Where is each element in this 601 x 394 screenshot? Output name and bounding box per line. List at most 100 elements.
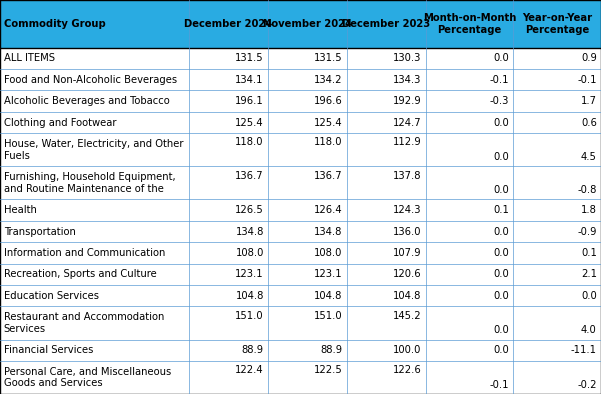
Text: ALL ITEMS: ALL ITEMS bbox=[4, 53, 55, 63]
Text: 131.5: 131.5 bbox=[314, 53, 343, 63]
Text: Health: Health bbox=[4, 205, 37, 215]
Text: Information and Communication: Information and Communication bbox=[4, 248, 165, 258]
Text: 2.1: 2.1 bbox=[581, 269, 597, 279]
Text: 104.8: 104.8 bbox=[393, 291, 421, 301]
Text: 4.0: 4.0 bbox=[581, 325, 597, 335]
Bar bbox=[0, 48, 601, 69]
Text: 0.0: 0.0 bbox=[493, 269, 509, 279]
Text: 137.8: 137.8 bbox=[393, 171, 421, 180]
Text: 0.0: 0.0 bbox=[493, 345, 509, 355]
Text: -0.8: -0.8 bbox=[578, 185, 597, 195]
Text: November 2024: November 2024 bbox=[263, 19, 352, 29]
Bar bbox=[0, 166, 601, 199]
Text: 125.4: 125.4 bbox=[314, 117, 343, 128]
Text: 1.8: 1.8 bbox=[581, 205, 597, 215]
Text: 134.2: 134.2 bbox=[314, 75, 343, 85]
Text: Transportation: Transportation bbox=[4, 227, 76, 236]
Text: Furnishing, Household Equipment,
and Routine Maintenance of the: Furnishing, Household Equipment, and Rou… bbox=[4, 172, 175, 194]
Text: 126.4: 126.4 bbox=[314, 205, 343, 215]
Text: December 2024: December 2024 bbox=[185, 19, 273, 29]
Text: -0.2: -0.2 bbox=[578, 380, 597, 390]
Bar bbox=[0, 340, 601, 361]
Text: 0.0: 0.0 bbox=[493, 152, 509, 162]
Text: -0.1: -0.1 bbox=[578, 75, 597, 85]
Bar bbox=[0, 0, 601, 48]
Text: 125.4: 125.4 bbox=[235, 117, 264, 128]
Text: 104.8: 104.8 bbox=[314, 291, 343, 301]
Text: 1.7: 1.7 bbox=[581, 96, 597, 106]
Text: 124.7: 124.7 bbox=[392, 117, 421, 128]
Text: 151.0: 151.0 bbox=[235, 310, 264, 321]
Text: Financial Services: Financial Services bbox=[4, 345, 93, 355]
Text: -0.1: -0.1 bbox=[490, 75, 509, 85]
Bar bbox=[0, 199, 601, 221]
Text: 136.7: 136.7 bbox=[235, 171, 264, 180]
Text: 192.9: 192.9 bbox=[392, 96, 421, 106]
Bar bbox=[0, 221, 601, 242]
Text: 145.2: 145.2 bbox=[392, 310, 421, 321]
Text: Education Services: Education Services bbox=[4, 291, 99, 301]
Text: 0.0: 0.0 bbox=[581, 291, 597, 301]
Text: 136.0: 136.0 bbox=[393, 227, 421, 236]
Text: House, Water, Electricity, and Other
Fuels: House, Water, Electricity, and Other Fue… bbox=[4, 139, 183, 161]
Bar bbox=[0, 112, 601, 133]
Text: 123.1: 123.1 bbox=[235, 269, 264, 279]
Text: 151.0: 151.0 bbox=[314, 310, 343, 321]
Text: 122.4: 122.4 bbox=[235, 365, 264, 375]
Bar bbox=[0, 133, 601, 166]
Text: Food and Non-Alcoholic Beverages: Food and Non-Alcoholic Beverages bbox=[4, 75, 177, 85]
Text: 134.3: 134.3 bbox=[393, 75, 421, 85]
Text: 108.0: 108.0 bbox=[314, 248, 343, 258]
Text: 107.9: 107.9 bbox=[392, 248, 421, 258]
Bar bbox=[0, 361, 601, 394]
Text: 0.0: 0.0 bbox=[493, 291, 509, 301]
Text: 88.9: 88.9 bbox=[242, 345, 264, 355]
Bar bbox=[0, 69, 601, 91]
Text: Alcoholic Beverages and Tobacco: Alcoholic Beverages and Tobacco bbox=[4, 96, 169, 106]
Text: -0.3: -0.3 bbox=[490, 96, 509, 106]
Text: -11.1: -11.1 bbox=[571, 345, 597, 355]
Text: 0.0: 0.0 bbox=[493, 185, 509, 195]
Text: -0.1: -0.1 bbox=[490, 380, 509, 390]
Text: 134.1: 134.1 bbox=[236, 75, 264, 85]
Text: 123.1: 123.1 bbox=[314, 269, 343, 279]
Text: 0.0: 0.0 bbox=[493, 117, 509, 128]
Text: 0.0: 0.0 bbox=[493, 53, 509, 63]
Text: 118.0: 118.0 bbox=[236, 138, 264, 147]
Text: 130.3: 130.3 bbox=[393, 53, 421, 63]
Text: 134.8: 134.8 bbox=[236, 227, 264, 236]
Text: 118.0: 118.0 bbox=[314, 138, 343, 147]
Bar bbox=[0, 242, 601, 264]
Text: Personal Care, and Miscellaneous
Goods and Services: Personal Care, and Miscellaneous Goods a… bbox=[4, 367, 171, 388]
Text: 112.9: 112.9 bbox=[392, 138, 421, 147]
Text: 196.6: 196.6 bbox=[314, 96, 343, 106]
Text: Month-on-Month
Percentage: Month-on-Month Percentage bbox=[423, 13, 516, 35]
Text: December 2023: December 2023 bbox=[342, 19, 430, 29]
Text: 0.9: 0.9 bbox=[581, 53, 597, 63]
Text: -0.9: -0.9 bbox=[578, 227, 597, 236]
Text: 122.6: 122.6 bbox=[392, 365, 421, 375]
Text: 124.3: 124.3 bbox=[393, 205, 421, 215]
Text: 0.1: 0.1 bbox=[581, 248, 597, 258]
Text: Commodity Group: Commodity Group bbox=[4, 19, 105, 29]
Text: 126.5: 126.5 bbox=[235, 205, 264, 215]
Text: Restaurant and Accommodation
Services: Restaurant and Accommodation Services bbox=[4, 312, 164, 334]
Text: 4.5: 4.5 bbox=[581, 152, 597, 162]
Text: Clothing and Footwear: Clothing and Footwear bbox=[4, 117, 116, 128]
Text: 100.0: 100.0 bbox=[393, 345, 421, 355]
Text: 136.7: 136.7 bbox=[314, 171, 343, 180]
Text: 196.1: 196.1 bbox=[235, 96, 264, 106]
Bar bbox=[0, 307, 601, 340]
Text: 0.0: 0.0 bbox=[493, 248, 509, 258]
Text: 0.6: 0.6 bbox=[581, 117, 597, 128]
Text: 131.5: 131.5 bbox=[235, 53, 264, 63]
Text: 134.8: 134.8 bbox=[314, 227, 343, 236]
Text: 104.8: 104.8 bbox=[236, 291, 264, 301]
Text: 88.9: 88.9 bbox=[320, 345, 343, 355]
Text: 120.6: 120.6 bbox=[392, 269, 421, 279]
Text: Recreation, Sports and Culture: Recreation, Sports and Culture bbox=[4, 269, 156, 279]
Text: Year-on-Year
Percentage: Year-on-Year Percentage bbox=[522, 13, 592, 35]
Text: 0.0: 0.0 bbox=[493, 227, 509, 236]
Text: 108.0: 108.0 bbox=[236, 248, 264, 258]
Bar bbox=[0, 285, 601, 307]
